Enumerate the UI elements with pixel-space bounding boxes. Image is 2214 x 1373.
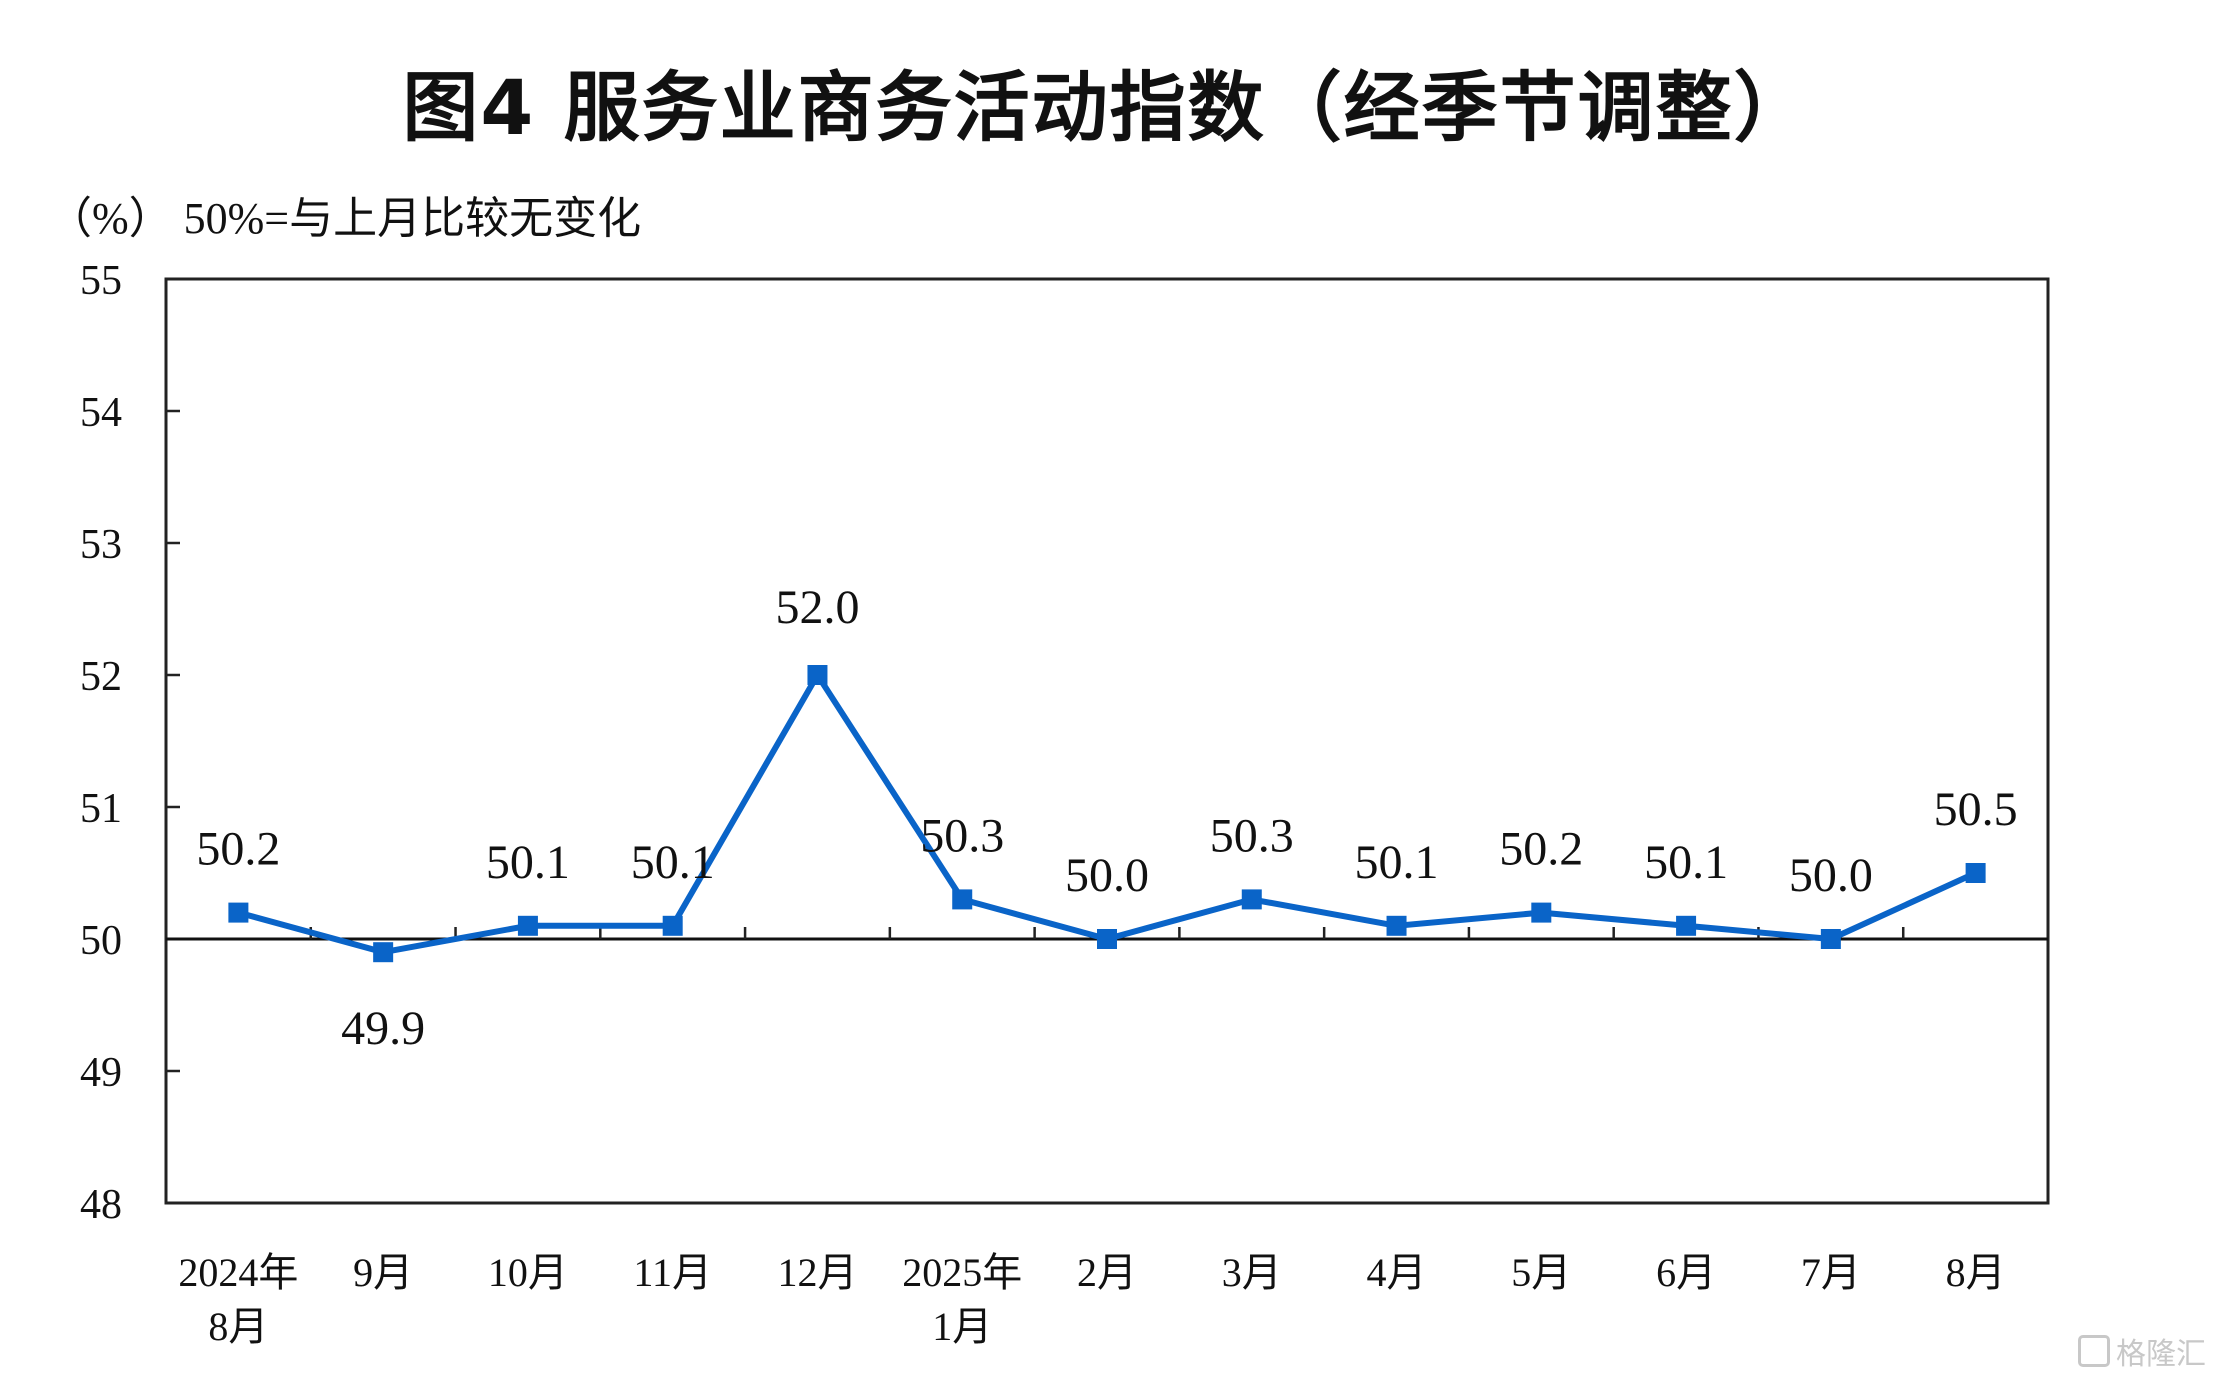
x-tick-label: 2月 <box>1077 1250 1137 1295</box>
x-tick-label: 6月 <box>1656 1250 1716 1295</box>
data-point-marker <box>1676 915 1697 936</box>
series-line <box>237 672 1977 956</box>
data-label: 50.1 <box>486 836 570 889</box>
x-tick-label: 2024年 <box>178 1250 298 1295</box>
x-tick-label: 1月 <box>932 1304 992 1349</box>
x-tick-label: 3月 <box>1222 1250 1282 1295</box>
x-tick-label: 8月 <box>208 1304 268 1349</box>
data-label: 50.3 <box>1210 809 1294 862</box>
data-label: 50.2 <box>1499 823 1583 876</box>
data-label: 50.1 <box>1644 836 1728 889</box>
data-point-marker <box>373 942 394 963</box>
x-tick-label: 9月 <box>353 1250 413 1295</box>
data-label: 49.9 <box>341 1002 425 1055</box>
data-point-marker <box>517 915 538 936</box>
watermark-logo-icon <box>2078 1335 2110 1367</box>
data-label: 52.0 <box>775 581 859 634</box>
data-point-marker <box>1386 915 1407 936</box>
x-tick-label: 10月 <box>488 1250 568 1295</box>
y-tick-label: 51 <box>80 786 122 832</box>
watermark-text: 格隆汇 <box>2116 1337 2206 1372</box>
data-point-marker <box>1820 929 1841 949</box>
y-tick-label: 48 <box>80 1182 122 1228</box>
x-tick-label: 4月 <box>1367 1250 1427 1295</box>
data-point-marker <box>1965 863 1986 883</box>
data-point-marker <box>662 915 683 936</box>
x-tick-label: 8月 <box>1946 1250 2006 1295</box>
data-point-marker <box>807 665 828 685</box>
y-tick-label: 49 <box>80 1050 122 1096</box>
y-tick-label: 50 <box>80 918 122 964</box>
data-label: 50.2 <box>196 823 280 876</box>
data-point-marker <box>1241 889 1262 910</box>
y-tick-label: 55 <box>80 258 122 304</box>
watermark: 格隆汇 <box>2078 1329 2206 1373</box>
data-label: 50.0 <box>1789 849 1873 902</box>
x-tick-label: 11月 <box>633 1250 712 1295</box>
data-point-marker <box>228 902 249 923</box>
data-point-marker <box>1531 902 1552 923</box>
plot-area-frame <box>164 277 2050 1205</box>
y-tick-label: 54 <box>80 390 122 436</box>
chart-title: 图4 服务业商务活动指数（经季节调整） <box>402 63 1812 152</box>
data-label: 50.0 <box>1065 849 1149 902</box>
y-tick-label: 52 <box>80 654 122 700</box>
data-point-marker <box>1097 929 1117 949</box>
x-tick-label: 2025年 <box>902 1250 1022 1295</box>
data-label: 50.3 <box>920 809 1004 862</box>
data-label: 50.1 <box>1355 836 1439 889</box>
y-axis-unit-note: （%） 50%=与上月比较无变化 <box>48 194 642 243</box>
data-point-marker <box>952 889 973 910</box>
x-tick-label: 12月 <box>777 1250 857 1295</box>
x-tick-label: 7月 <box>1801 1250 1861 1295</box>
data-label: 50.5 <box>1934 783 2018 836</box>
y-tick-label: 53 <box>80 522 122 568</box>
data-label: 50.1 <box>631 836 715 889</box>
x-tick-label: 5月 <box>1511 1250 1571 1295</box>
